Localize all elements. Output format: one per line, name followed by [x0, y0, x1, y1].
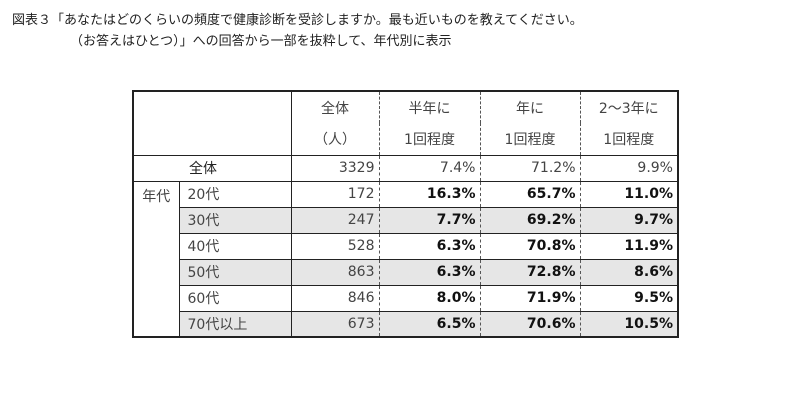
header-year-sub: 1回程度 — [479, 123, 580, 156]
header-row-2: （人） 1回程度 1回程度 1回程度 — [133, 123, 679, 156]
row-half: 7.7% — [378, 207, 480, 234]
row-label: 50代 — [178, 259, 291, 286]
row-2-3: 11.9% — [579, 233, 679, 260]
row-half: 8.0% — [378, 285, 480, 312]
row-half: 6.3% — [378, 259, 480, 286]
row-n: 846 — [290, 285, 379, 312]
header-total: 全体 — [290, 90, 379, 123]
row-label: 60代 — [178, 285, 291, 312]
caption-line-1: 図表３「あなたはどのくらいの頻度で健康診断を受診しますか。最も近いものを教えてく… — [12, 13, 583, 28]
overall-year: 71.2% — [479, 155, 580, 182]
table-row: 40代 528 6.3% 70.8% 11.9% — [133, 233, 679, 260]
row-label: 30代 — [178, 207, 291, 234]
row-n: 528 — [290, 233, 379, 260]
header-blank — [132, 90, 291, 156]
header-half-year-sub: 1回程度 — [378, 123, 480, 156]
row-2-3: 9.7% — [579, 207, 679, 234]
overall-n: 3329 — [290, 155, 379, 182]
overall-row: 全体 3329 7.4% 71.2% 9.9% — [132, 155, 679, 182]
row-2-3: 9.5% — [579, 285, 679, 312]
caption-line-2: （お答えはひとつ）」への回答から一部を抜粋して、年代別に表示 — [70, 34, 452, 49]
table-row: 年代 20代 172 16.3% 65.7% 11.0% — [132, 181, 679, 338]
header-row-1: 全体 半年に 年に 2～3年に — [132, 90, 679, 156]
row-year: 71.9% — [479, 285, 580, 312]
figure-caption: 図表３「あなたはどのくらいの頻度で健康診断を受診しますか。最も近いものを教えてく… — [12, 10, 583, 52]
header-year: 年に — [479, 90, 580, 123]
row-half: 6.3% — [378, 233, 480, 260]
survey-table: 全体 半年に 年に 2～3年に （人） 1回程度 1回程度 1回程度 全体 33… — [132, 90, 679, 338]
header-half-year: 半年に — [378, 90, 480, 123]
row-label: 70代以上 — [178, 311, 291, 338]
overall-half: 7.4% — [378, 155, 480, 182]
row-n: 247 — [290, 207, 379, 234]
row-year: 65.7% — [479, 181, 580, 208]
row-year: 72.8% — [479, 259, 580, 286]
row-year: 69.2% — [479, 207, 580, 234]
row-year: 70.8% — [479, 233, 580, 260]
age-group-label: 年代 — [132, 181, 179, 338]
overall-2-3: 9.9% — [579, 155, 679, 182]
overall-label: 全体 — [179, 155, 291, 182]
row-n: 673 — [290, 311, 379, 338]
row-year: 70.6% — [479, 311, 580, 338]
row-2-3: 10.5% — [579, 311, 679, 338]
table-row: 70代以上 673 6.5% 70.6% 10.5% — [133, 311, 679, 338]
header-total-unit: （人） — [290, 123, 379, 156]
row-2-3: 11.0% — [579, 181, 679, 208]
table-row: 60代 846 8.0% 71.9% 9.5% — [133, 285, 679, 312]
row-n: 863 — [290, 259, 379, 286]
row-half: 16.3% — [378, 181, 480, 208]
table-row: 50代 863 6.3% 72.8% 8.6% — [133, 259, 679, 286]
row-2-3: 8.6% — [579, 259, 679, 286]
header-2-3-years-sub: 1回程度 — [579, 123, 679, 156]
row-half: 6.5% — [378, 311, 480, 338]
row-n: 172 — [290, 181, 379, 208]
table-row: 30代 247 7.7% 69.2% 9.7% — [133, 207, 679, 234]
row-label: 20代 — [178, 181, 291, 208]
header-2-3-years: 2～3年に — [579, 90, 679, 123]
row-label: 40代 — [178, 233, 291, 260]
